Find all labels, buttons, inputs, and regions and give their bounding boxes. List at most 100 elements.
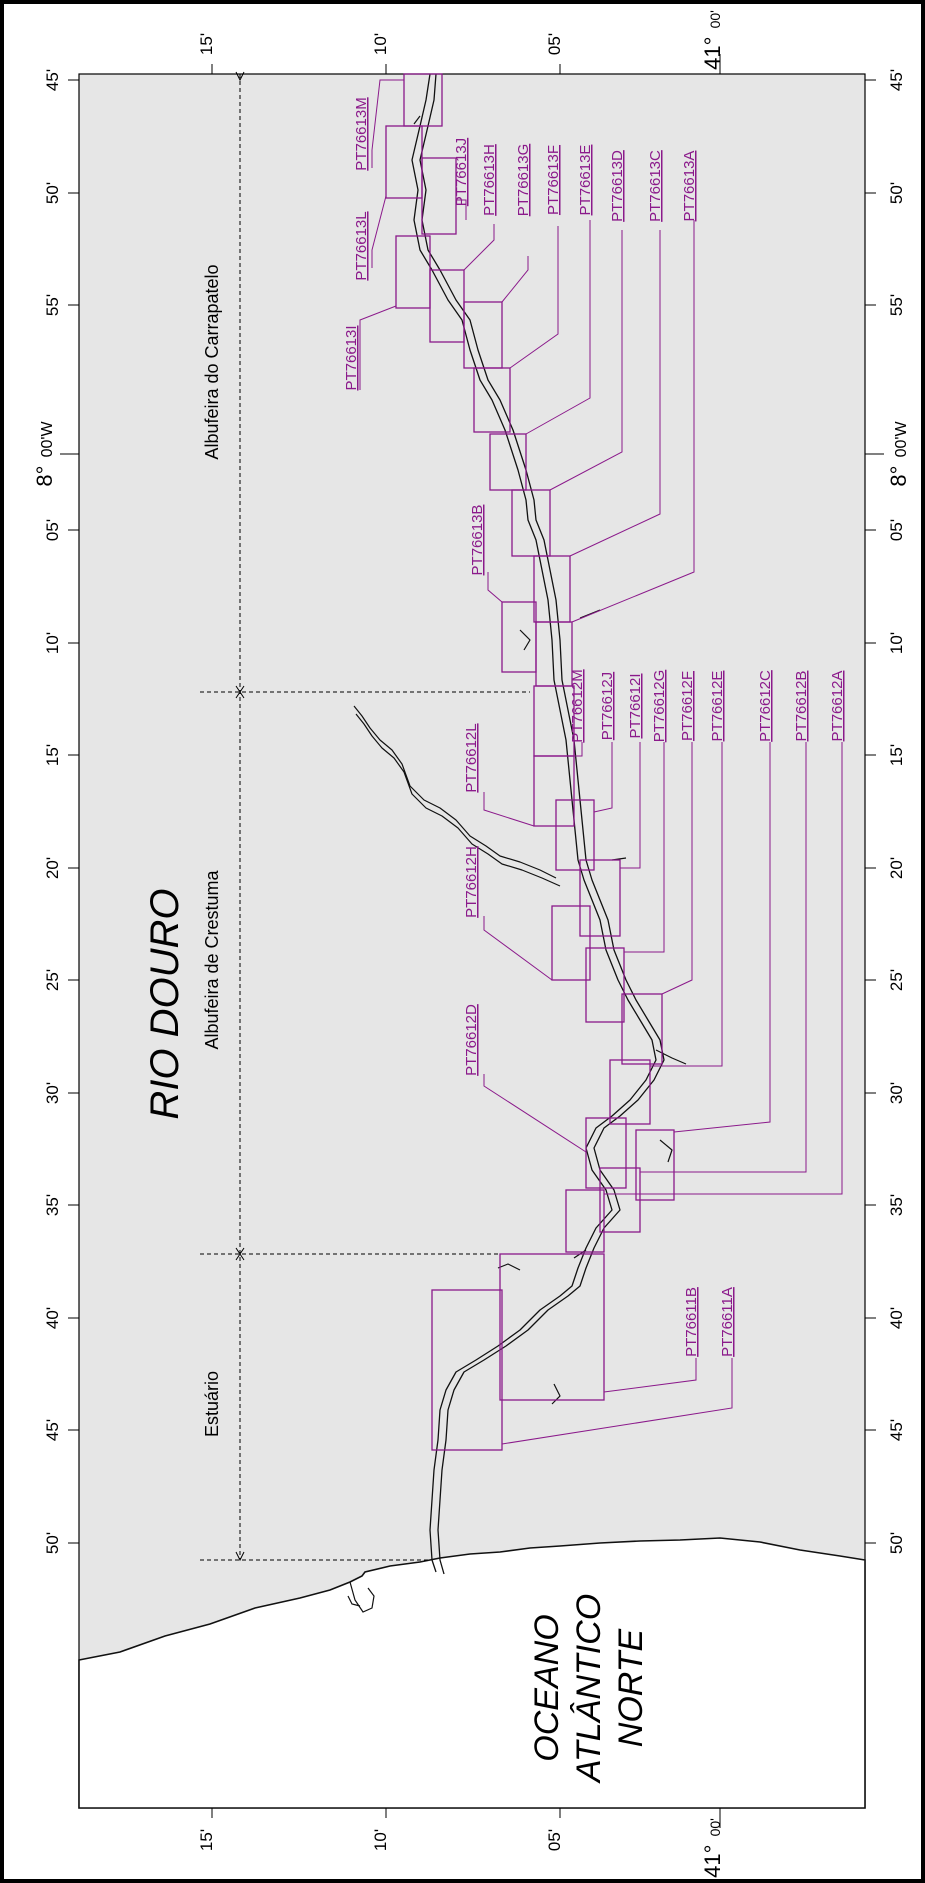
tributary-tamega-bank xyxy=(355,713,561,887)
river-bank-south xyxy=(419,73,665,1575)
sheet-outlines xyxy=(385,73,675,1451)
zone-divider-ticks xyxy=(235,71,245,1562)
sheet-box-PT76613B xyxy=(501,601,537,673)
sheet-label-PT76611A: PT76611A xyxy=(719,1287,736,1357)
leader-PT76611A xyxy=(501,1358,733,1445)
sheet-label-PT76612J: PT76612J xyxy=(599,672,616,740)
longitude-minute-left-11: 45' xyxy=(43,1419,62,1441)
zone-dividers xyxy=(200,74,530,1561)
creek-4 xyxy=(655,1049,687,1065)
leader-PT76612F xyxy=(661,742,693,995)
longitude-minute-left-10: 40' xyxy=(43,1307,62,1329)
latitude-labels-top: 15' 10' 05' xyxy=(197,33,564,74)
major-latitude-bottom-deg: 41° xyxy=(700,1845,725,1878)
creek-2 xyxy=(519,629,531,651)
longitude-minute-left-3: 05' xyxy=(43,519,62,541)
leader-PT76613E xyxy=(525,220,591,435)
sheet-label-PT76612A: PT76612A xyxy=(829,671,846,742)
sheet-label-PT76612E: PT76612E xyxy=(709,671,726,742)
tributary-tamega xyxy=(353,705,557,879)
longitude-labels-left: 45' 50' 55' 05' 10' 15' 20' 25' 30' 35' 40' 45' 50' xyxy=(43,69,79,1554)
latitude-minute-top-0: 15' xyxy=(197,33,216,55)
latitude-minute-bottom-2: 05' xyxy=(545,1829,564,1851)
longitude-minute-left-1: 50' xyxy=(43,182,62,204)
longitude-minute-right-9: 35' xyxy=(887,1194,906,1216)
leader-PT76612I xyxy=(620,742,641,869)
leader-PT76613I xyxy=(359,305,397,390)
leader-PT76613A xyxy=(571,220,695,623)
sheet-box-PT76613F xyxy=(473,367,511,433)
longitude-minute-left-6: 20' xyxy=(43,857,62,879)
longitude-minute-right-1: 50' xyxy=(887,182,906,204)
sheet-label-PT76613H: PT76613H xyxy=(481,144,498,216)
coast-inlet xyxy=(347,1595,361,1607)
longitude-minute-right-3: 05' xyxy=(887,519,906,541)
sheet-label-PT76612B: PT76612B xyxy=(793,671,810,742)
leader-PT76612H xyxy=(483,916,553,981)
major-longitude-left: 8° 00'W xyxy=(32,421,57,487)
sheet-box-PT76613D xyxy=(511,489,551,557)
sheet-box-PT76612H xyxy=(551,905,591,981)
longitude-minute-left-8: 30' xyxy=(43,1082,62,1104)
sheet-box-PT76612I xyxy=(579,859,621,937)
longitude-minute-right-8: 30' xyxy=(887,1082,906,1104)
graticule-ticks xyxy=(60,54,884,1828)
leader-PT76613G xyxy=(501,256,529,303)
sheet-box-PT76612E xyxy=(609,1059,651,1125)
ocean-label-line-3: NORTE xyxy=(612,1628,650,1747)
creek-5 xyxy=(659,1139,673,1163)
longitude-labels-right: 45' 50' 55' 05' 10' 15' 20' 25' 30' 35' 40' 45' 50' xyxy=(865,69,906,1554)
major-longitude-right-deg: 8° xyxy=(886,466,911,487)
map-title: RIO DOURO xyxy=(143,888,187,1119)
sheet-labels: PT76613M PT76613L PT76613J PT76613H PT76613G… xyxy=(343,97,846,1357)
sheet-box-PT76613M xyxy=(403,73,443,127)
sheet-label-PT76613D: PT76613D xyxy=(609,150,626,222)
latitude-minute-top-2: 05' xyxy=(545,33,564,55)
ocean-label-line-1: OCEANO xyxy=(528,1614,566,1761)
sheet-box-PT76612A xyxy=(565,1189,605,1253)
major-latitude-bottom-min: 00' xyxy=(707,1818,723,1836)
longitude-minute-left-9: 35' xyxy=(43,1194,62,1216)
leader-PT76613M xyxy=(371,79,404,168)
leader-PT76612C xyxy=(673,742,771,1133)
divider-arrow-2 xyxy=(235,685,245,699)
latitude-minute-bottom-0: 15' xyxy=(197,1829,216,1851)
latitude-labels-bottom: 15' 10' 05' xyxy=(197,1808,564,1851)
sheet-label-PT76613I: PT76613I xyxy=(343,325,360,390)
creek-1 xyxy=(579,609,601,619)
sheet-label-PT76612C: PT76612C xyxy=(757,670,774,742)
sheet-box-PT76611A xyxy=(431,1289,503,1451)
leader-PT76612D xyxy=(483,1074,587,1153)
leader-PT76612B xyxy=(640,742,807,1173)
ocean-area xyxy=(78,1537,866,1809)
sheet-box-PT76612G xyxy=(585,947,625,1023)
longitude-minute-right-5: 15' xyxy=(887,744,906,766)
ocean-label-line-2: ATLÂNTICO xyxy=(570,1594,608,1784)
sheet-label-PT76612F: PT76612F xyxy=(679,671,696,741)
map-body xyxy=(78,73,866,1809)
sheet-label-PT76613A: PT76613A xyxy=(681,151,698,222)
sheet-box-PT76613J xyxy=(421,157,457,235)
sheet-box-PT76612C xyxy=(635,1129,675,1201)
major-latitude-top-deg: 41° xyxy=(700,37,725,70)
leader-lines xyxy=(359,79,843,1445)
leader-PT76612A xyxy=(604,742,843,1195)
sheet-box-PT76612B xyxy=(599,1167,641,1233)
longitude-minute-left-12: 50' xyxy=(43,1532,62,1554)
longitude-minute-left-0: 45' xyxy=(43,69,62,91)
latitude-minute-bottom-1: 10' xyxy=(371,1829,390,1851)
major-longitude-left-deg: 8° xyxy=(32,466,57,487)
creek-7 xyxy=(497,1263,521,1271)
leader-PT76613B xyxy=(487,572,503,603)
sheet-label-PT76612I: PT76612I xyxy=(627,673,644,738)
sheet-label-PT76612L: PT76612L xyxy=(463,723,480,792)
sheet-box-PT76613E xyxy=(489,433,527,491)
sheet-label-PT76611B: PT76611B xyxy=(683,1287,700,1357)
longitude-minute-right-11: 45' xyxy=(887,1419,906,1441)
divider-arrow-1 xyxy=(235,71,245,82)
longitude-minute-left-4: 10' xyxy=(43,632,62,654)
sheet-label-PT76613F: PT76613F xyxy=(545,145,562,215)
sheet-box-PT76612D xyxy=(585,1117,627,1189)
major-longitude-right: 8° 00'W xyxy=(886,421,911,487)
zone-label-carrapatelo: Albufeira do Carrapatelo xyxy=(202,264,222,459)
